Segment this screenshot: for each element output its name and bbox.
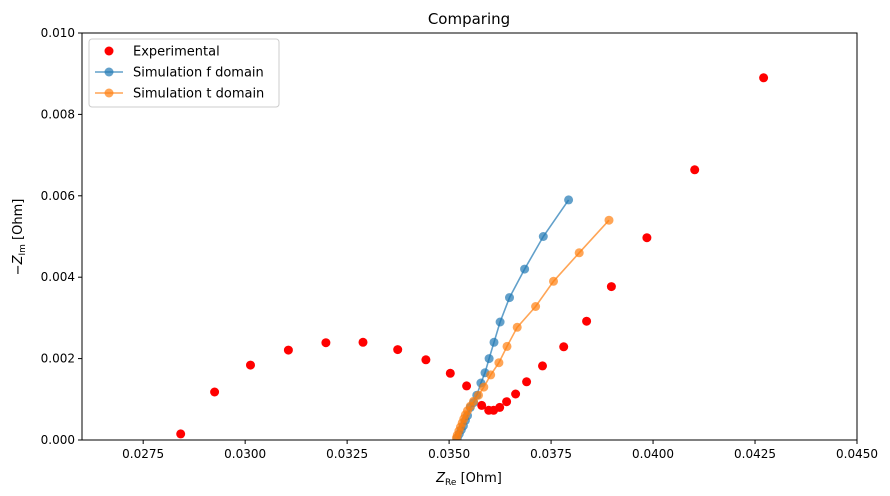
legend-label-t-domain: Simulation t domain [133, 87, 264, 102]
chart-title: Comparing [428, 10, 510, 28]
legend-label-experimental: Experimental [133, 45, 220, 60]
data-point [484, 354, 494, 364]
data-point [520, 264, 530, 274]
data-point [495, 317, 505, 327]
y-tick-label: 0.000 [41, 433, 75, 447]
data-point [512, 322, 522, 332]
data-point [549, 276, 558, 286]
data-point [522, 377, 532, 387]
data-point [574, 248, 584, 258]
data-point [531, 302, 541, 311]
x-tick-label: 0.0400 [632, 447, 674, 461]
data-point [494, 358, 504, 368]
x-tick-label: 0.0375 [530, 447, 572, 461]
legend-label-f-domain: Simulation f domain [133, 66, 264, 81]
data-point [582, 316, 592, 326]
y-axis-label: −ZIm [Ohm] [11, 199, 28, 276]
y-tick-label: 0.010 [41, 26, 75, 40]
data-point [210, 387, 220, 397]
data-point [486, 370, 496, 380]
data-point [690, 165, 700, 175]
x-tick-label: 0.0325 [326, 447, 368, 461]
data-point [462, 381, 472, 391]
data-point [495, 402, 505, 412]
x-tick-label: 0.0450 [836, 447, 878, 461]
data-point [759, 73, 769, 83]
data-point [502, 341, 512, 351]
y-tick-label: 0.004 [41, 270, 75, 284]
series-3 [451, 215, 614, 440]
data-point [477, 400, 487, 410]
data-point [283, 345, 293, 355]
x-axis: 0.0275 0.0300 0.0325 0.0350 0.0375 0.0400 0.04… [122, 440, 878, 461]
data-point [538, 361, 547, 371]
data-point [505, 293, 514, 303]
series-1 [176, 73, 769, 439]
data-point [393, 345, 403, 355]
y-tick-label: 0.008 [41, 107, 75, 121]
x-axis-label: ZRe [Ohm] [435, 471, 502, 488]
data-point [642, 233, 652, 243]
legend-marker-t-domain [104, 88, 114, 98]
x-tick-label: 0.0425 [734, 447, 776, 461]
data-point [246, 360, 255, 370]
data-point [606, 282, 616, 292]
data-point [479, 382, 489, 392]
y-axis: 0.000 0.002 0.004 0.006 0.008 0.010 [41, 26, 82, 447]
x-tick-label: 0.0275 [122, 447, 164, 461]
data-point [564, 195, 574, 205]
data-point [176, 429, 186, 439]
data-point [474, 390, 483, 400]
data-point [321, 338, 331, 348]
data-point [502, 397, 512, 407]
data-point [421, 355, 431, 365]
data-point [358, 337, 368, 347]
y-tick-label: 0.002 [41, 352, 75, 366]
x-tick-label: 0.0350 [428, 447, 470, 461]
legend-marker-f-domain [104, 67, 114, 77]
data-point [445, 368, 455, 378]
plot-area [176, 73, 769, 440]
y-tick-label: 0.006 [41, 189, 75, 203]
data-point [604, 215, 614, 225]
legend-box [88, 38, 280, 108]
x-tick-label: 0.0300 [224, 447, 266, 461]
legend: Experimental Simulation f domain Simulat… [88, 38, 280, 108]
plot-frame [81, 32, 858, 441]
legend-marker-experimental [104, 46, 114, 56]
data-point [469, 396, 479, 406]
data-point [511, 389, 521, 399]
data-point [559, 342, 569, 352]
data-point [538, 232, 548, 241]
data-point [489, 337, 499, 347]
